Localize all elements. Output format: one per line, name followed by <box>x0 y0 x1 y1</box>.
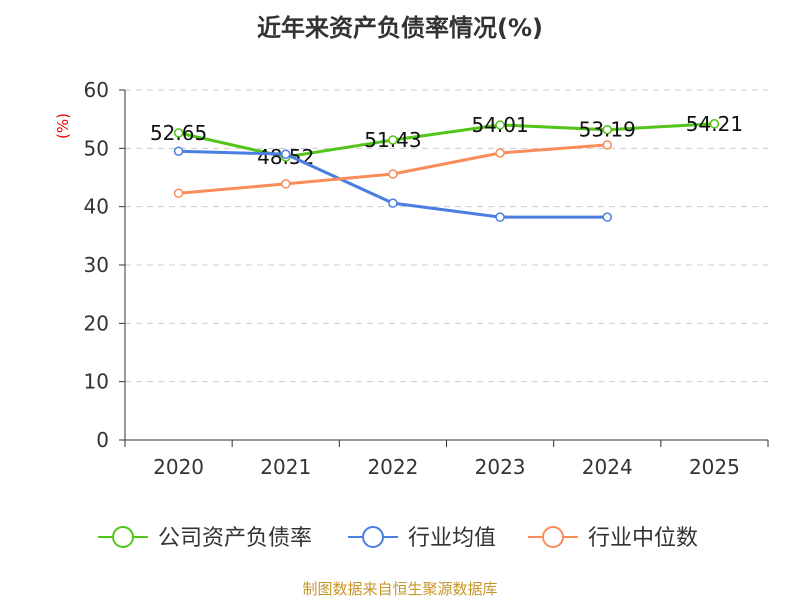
legend-label: 行业均值 <box>408 526 496 551</box>
y-tick-label: 60 <box>84 78 109 102</box>
data-point <box>281 179 291 189</box>
legend-marker <box>542 526 564 548</box>
y-tick-label: 40 <box>84 195 109 219</box>
y-axis-label: (%) <box>54 113 72 139</box>
data-label: 54.21 <box>686 112 743 136</box>
data-point <box>602 212 612 222</box>
x-tick-label: 2023 <box>475 455 526 479</box>
x-tick-label: 2021 <box>260 455 311 479</box>
source-footer: 制图数据来自恒生聚源数据库 <box>302 580 498 598</box>
data-point <box>388 135 398 145</box>
x-tick-label: 2024 <box>582 455 633 479</box>
data-label: 53.19 <box>579 118 636 142</box>
y-tick-label: 10 <box>84 370 109 394</box>
data-label: 52.65 <box>150 121 207 145</box>
data-point <box>495 148 505 158</box>
y-tick-label: 30 <box>84 253 109 277</box>
x-tick-label: 2022 <box>367 455 418 479</box>
data-point <box>173 146 184 156</box>
data-label: 51.43 <box>364 128 421 152</box>
y-tick-label: 20 <box>84 311 109 335</box>
data-point <box>388 169 398 179</box>
data-point <box>602 124 612 135</box>
y-tick-label: 0 <box>96 428 109 452</box>
data-point <box>602 140 612 150</box>
legend-marker <box>362 526 384 548</box>
data-point <box>709 119 720 129</box>
data-point <box>495 212 505 222</box>
chart-title: 近年来资产负债率情况(%) <box>257 14 543 42</box>
data-point <box>173 188 184 198</box>
data-point <box>388 198 398 208</box>
data-point <box>495 120 505 130</box>
x-tick-label: 2025 <box>689 455 740 479</box>
data-point <box>281 149 291 159</box>
x-tick-label: 2020 <box>153 455 204 479</box>
legend-marker <box>112 526 134 548</box>
legend-label: 行业中位数 <box>588 526 698 551</box>
data-point <box>173 128 184 138</box>
data-label: 54.01 <box>471 113 528 137</box>
legend-label: 公司资产负债率 <box>158 526 312 551</box>
y-tick-label: 50 <box>84 136 109 160</box>
